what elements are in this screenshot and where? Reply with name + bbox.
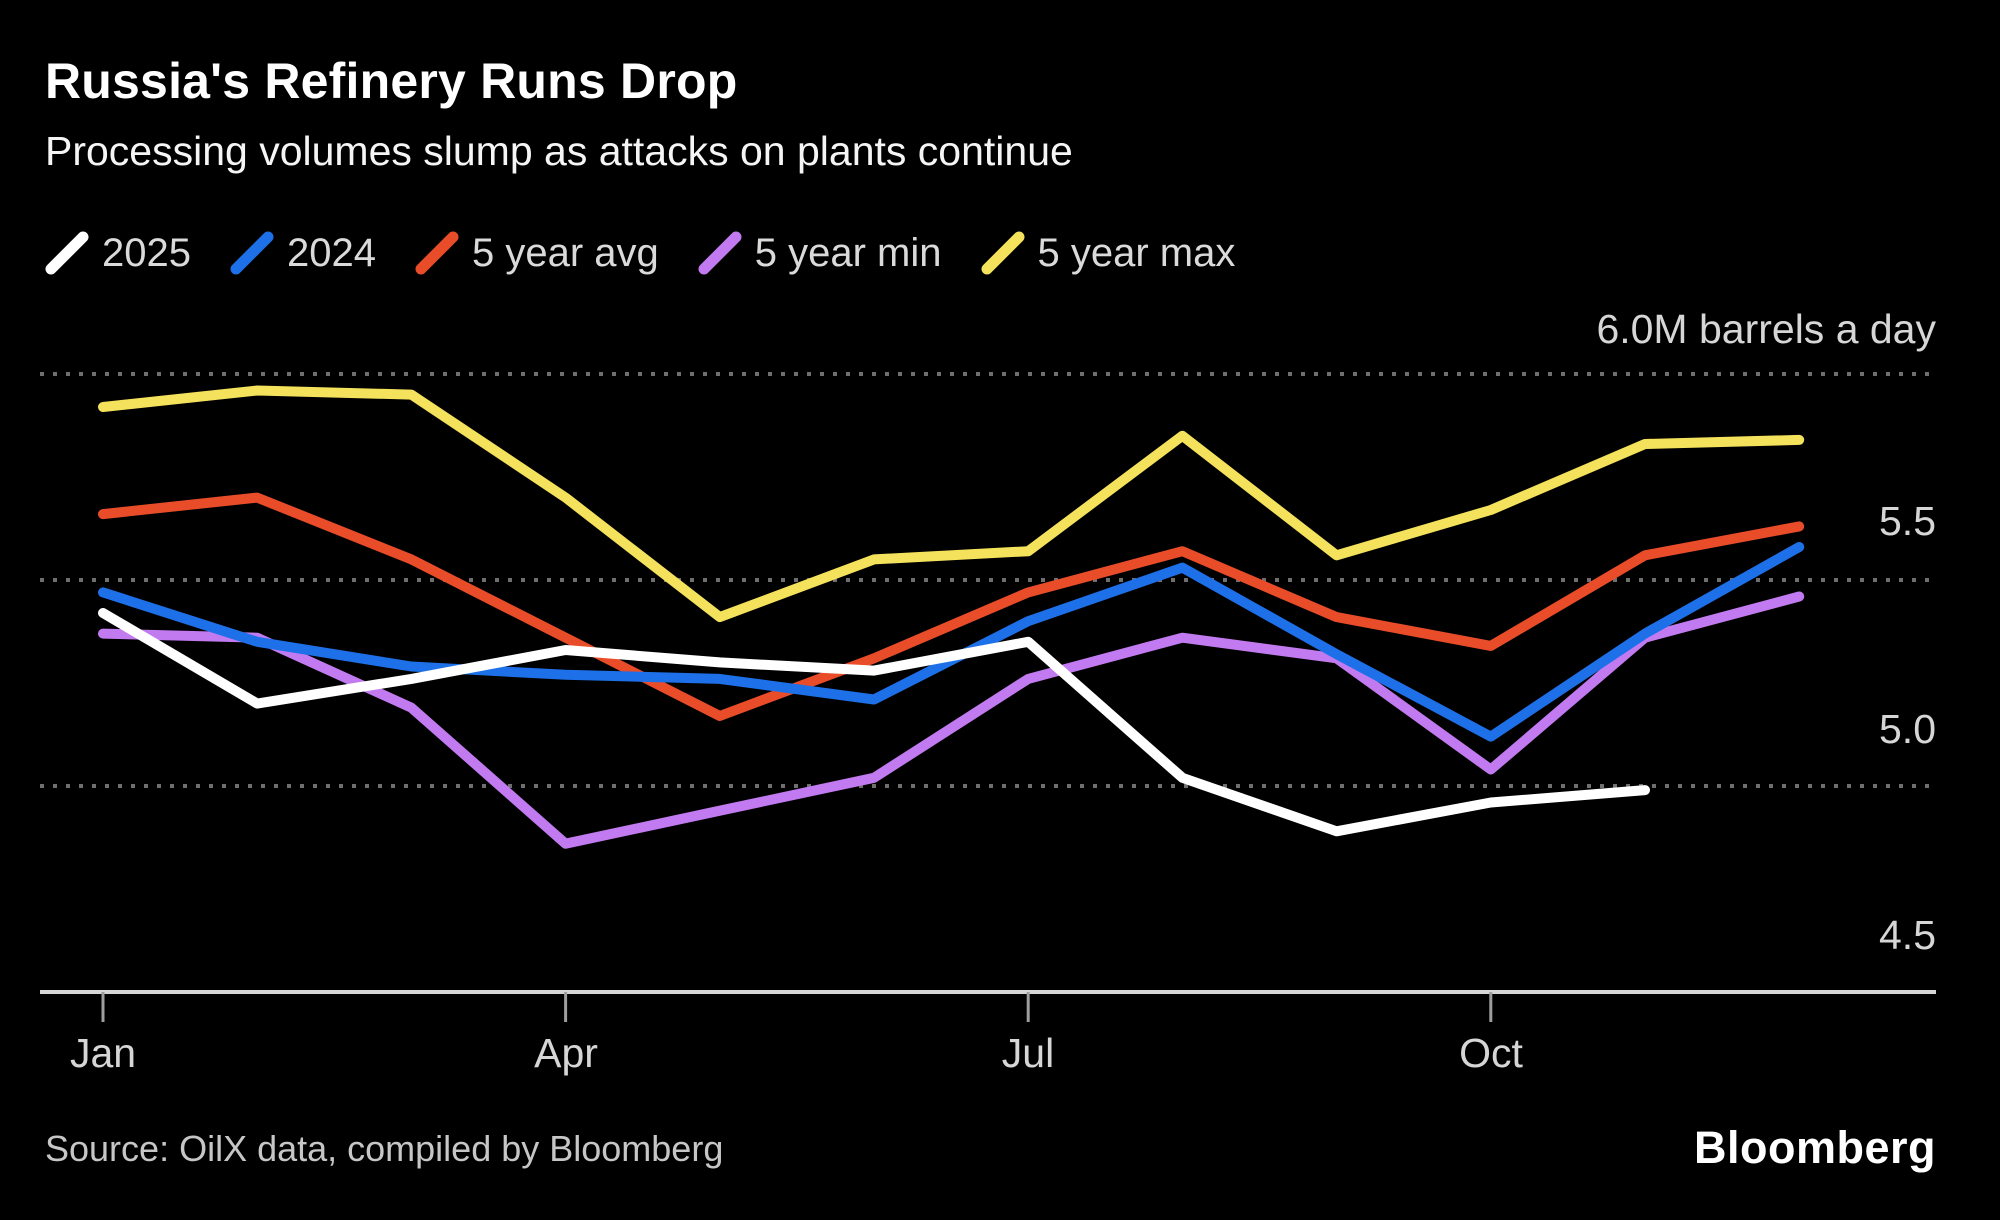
- legend-label: 2024: [286, 230, 376, 275]
- legend-swatch-icon: [230, 231, 274, 275]
- source-credit: Source: OilX data, compiled by Bloomberg: [45, 1128, 724, 1169]
- legend-item-2024: 2024: [227, 228, 376, 278]
- series-line-5-year-min: [98, 591, 1805, 849]
- x-axis-label-jul: Jul: [1001, 1030, 1055, 1076]
- x-axis-label-apr: Apr: [534, 1030, 598, 1076]
- legend-swatch-icon: [45, 231, 89, 275]
- legend-item-2025: 2025: [42, 228, 191, 278]
- legend-swatch-icon: [415, 231, 459, 275]
- legend-label: 2025: [102, 230, 191, 275]
- legend: 2025 2024 5 year avg 5 year min 5 year m…: [42, 228, 1235, 278]
- legend-label: 5 year max: [1037, 230, 1236, 275]
- series-line-5-year-max: [98, 385, 1805, 623]
- y-axis-label-5-0: 5.0: [1879, 706, 1936, 752]
- x-axis-label-jan: Jan: [69, 1030, 137, 1076]
- y-axis-label-5-5: 5.5: [1879, 498, 1936, 544]
- series-line-5-year-avg: [98, 492, 1805, 721]
- legend-swatch-icon: [698, 231, 742, 275]
- series-line-2025: [98, 608, 1650, 837]
- bloomberg-logo: Bloomberg: [1693, 1122, 1936, 1173]
- legend-label: 5 year min: [754, 230, 942, 275]
- chart-subtitle: Processing volumes slump as attacks on p…: [45, 128, 1073, 174]
- legend-item-5yr-min: 5 year min: [695, 228, 942, 278]
- chart-title: Russia's Refinery Runs Drop: [45, 53, 738, 109]
- legend-item-5yr-max: 5 year max: [978, 228, 1236, 278]
- legend-swatch-icon: [981, 231, 1024, 275]
- x-axis-label-oct: Oct: [1459, 1030, 1523, 1076]
- legend-item-5yr-avg: 5 year avg: [412, 228, 659, 278]
- y-axis-label-6-0: 6.0M barrels a day: [1596, 306, 1936, 352]
- legend-label: 5 year avg: [471, 230, 659, 275]
- y-axis-label-4-5: 4.5: [1879, 912, 1936, 958]
